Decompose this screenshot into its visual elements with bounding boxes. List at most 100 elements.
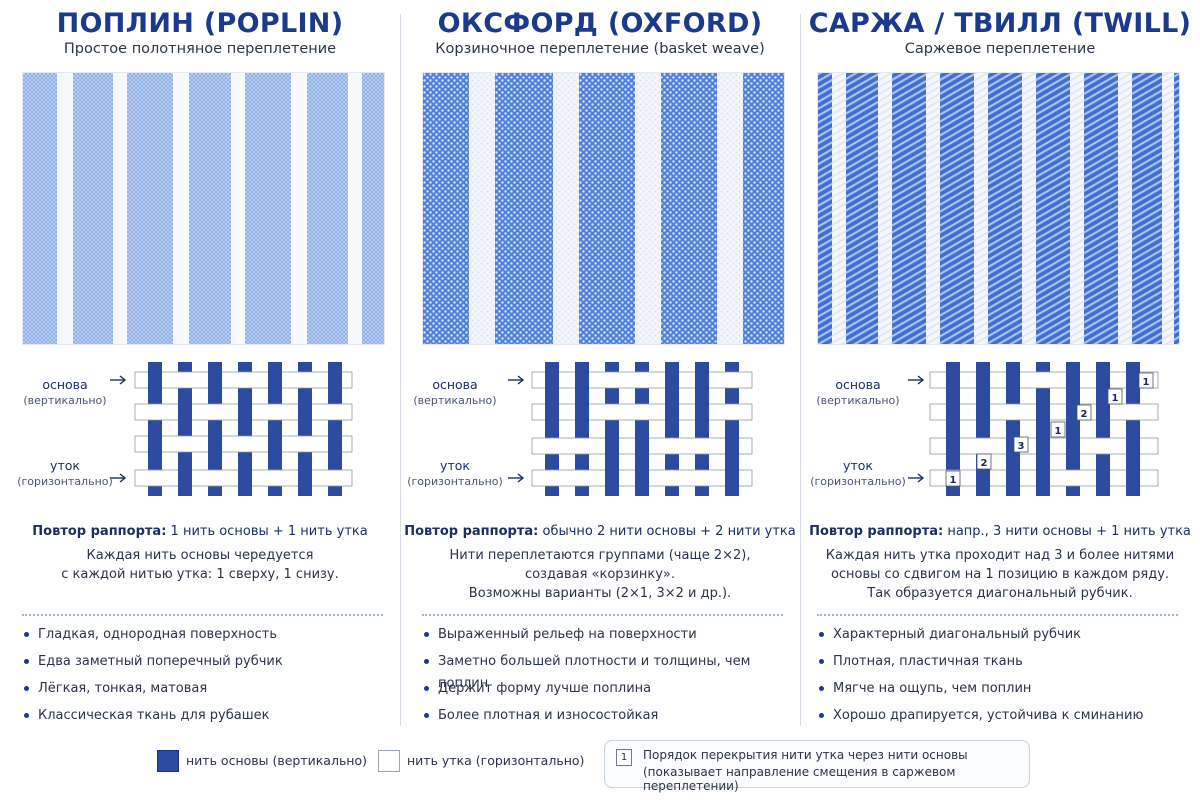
- warp-over-segment: [665, 403, 679, 421]
- order-number-icon: 1: [616, 749, 632, 766]
- list-item: Характерный диагональный рубчик: [817, 624, 1187, 651]
- order-mark-label: 2: [981, 458, 988, 469]
- warp-over-segment: [208, 435, 222, 453]
- bullet-icon: [24, 632, 29, 637]
- warp-thread: [695, 362, 709, 496]
- warp-over-segment: [976, 403, 990, 421]
- bullet-icon: [24, 659, 29, 664]
- bullet-icon: [424, 713, 429, 718]
- poplin-weft-sublabel: (горизонтально): [17, 475, 113, 488]
- warp-over-segment: [238, 403, 252, 421]
- poplin-weave-diagram: [110, 362, 353, 496]
- warp-thread: [208, 362, 222, 496]
- weft-thread: [134, 435, 353, 453]
- arrow-icon: [917, 473, 925, 483]
- feature-text: Классическая ткань для рубашек: [38, 708, 270, 723]
- white-stripe: [173, 73, 189, 344]
- oxford-title: ОКСФОРД (OXFORD): [437, 8, 763, 39]
- warp-over-segment: [148, 435, 162, 453]
- warp-over-segment: [148, 371, 162, 389]
- arrow-icon: [119, 375, 127, 385]
- warp-over-segment: [1096, 469, 1110, 487]
- oxford-repeat: Повтор раппорта: обычно 2 нити основы + …: [400, 524, 800, 539]
- oxford-fabric-swatch: [422, 72, 785, 345]
- order-legend-box: 1 Порядок перекрытия нити утка через нит…: [604, 740, 1030, 793]
- bullet-icon: [819, 713, 824, 718]
- warp-over-segment: [725, 469, 739, 487]
- feature-text: Мягче на ощупь, чем поплин: [833, 681, 1032, 696]
- warp-over-segment: [635, 437, 649, 455]
- warp-over-segment: [1126, 469, 1140, 487]
- poplin-subtitle: Простое полотняное переплетение: [63, 41, 337, 57]
- warp-thread: [178, 362, 192, 496]
- twill-fabric-swatch: [817, 72, 1180, 345]
- white-stripe: [1070, 73, 1084, 344]
- bullet-icon: [24, 713, 29, 718]
- oxford-description: Нити переплетаются группами (чаще 2×2), …: [420, 546, 780, 603]
- warp-over-segment: [1036, 437, 1050, 455]
- arrow-icon: [517, 375, 525, 385]
- oxford-weave-diagram: [508, 362, 753, 496]
- warp-thread: [575, 362, 589, 496]
- bullet-icon: [424, 686, 429, 691]
- warp-thread: [605, 362, 619, 496]
- oxford-column: ОКСФОРД (OXFORD) Корзиночное переплетени…: [400, 0, 800, 730]
- bullet-icon: [819, 632, 824, 637]
- warp-thread: [268, 362, 282, 496]
- warp-over-segment: [605, 469, 619, 487]
- list-item: Классическая ткань для рубашек: [22, 705, 392, 732]
- oxford-subtitle: Корзиночное переплетение (basket weave): [435, 41, 765, 57]
- weft-thread: [531, 403, 753, 421]
- twill-warp-label: основа: [835, 377, 881, 392]
- arrow-icon: [517, 473, 525, 483]
- list-item: Хорошо драпируется, устойчива к сминанию: [817, 705, 1187, 732]
- warp-over-segment: [1036, 469, 1050, 487]
- list-item: Мягче на ощупь, чем поплин: [817, 678, 1187, 705]
- warp-over-segment: [298, 403, 312, 421]
- warp-over-segment: [268, 435, 282, 453]
- white-stripe: [469, 73, 495, 344]
- warp-thread: [1066, 362, 1080, 496]
- warp-over-segment: [575, 403, 589, 421]
- twill-desc-line: основы со сдвигом на 1 позицию в каждом …: [830, 567, 1170, 582]
- twill-dotted-divider: [817, 614, 1178, 616]
- warp-thread: [946, 362, 960, 496]
- warp-thread: [148, 362, 162, 496]
- warp-over-segment: [976, 371, 990, 389]
- warp-thread: [545, 362, 559, 496]
- warp-thread: [298, 362, 312, 496]
- weft-legend-swatch: [378, 750, 400, 772]
- oxford-warp-sublabel: (вертикально): [413, 394, 497, 407]
- warp-over-segment: [328, 435, 342, 453]
- feature-text: Лёгкая, тонкая, матовая: [38, 681, 208, 696]
- list-item: Держит форму лучше поплина: [422, 678, 792, 705]
- warp-thread: [635, 362, 649, 496]
- poplin-repeat-label: Повтор раппорта:: [32, 524, 167, 539]
- twill-repeat-text: напр., 3 нити основы + 1 нить утка: [947, 524, 1191, 539]
- oxford-weft-label: уток: [440, 458, 470, 473]
- twill-weave-diagram: 1 2 3 1 2 1 1: [908, 362, 1159, 496]
- order-mark-box: [1138, 372, 1154, 389]
- warp-over-segment: [238, 469, 252, 487]
- warp-over-segment: [1036, 403, 1050, 421]
- white-stripe: [832, 73, 846, 344]
- order-mark-box: [1076, 404, 1092, 421]
- order-mark-box: [976, 453, 992, 470]
- weft-thread: [531, 371, 753, 389]
- warp-thread: [328, 362, 342, 496]
- white-stripe: [926, 73, 940, 344]
- warp-over-segment: [946, 371, 960, 389]
- poplin-desc-line: Каждая нить основы чередуется: [86, 548, 314, 563]
- white-stripe: [878, 73, 892, 344]
- warp-over-segment: [946, 437, 960, 455]
- order-mark-box: [1107, 388, 1123, 405]
- oxford-repeat-text: обычно 2 нити основы + 2 нити утка: [542, 524, 796, 539]
- oxford-warp-label: основа: [432, 377, 478, 392]
- white-stripe: [1022, 73, 1036, 344]
- twill-weft-sublabel: (горизонтально): [810, 475, 906, 488]
- white-stripe: [1118, 73, 1132, 344]
- order-mark-label: 1: [1055, 426, 1062, 437]
- oxford-weft-sublabel: (горизонтально): [407, 475, 503, 488]
- oxford-desc-line: создавая «корзинку».: [524, 567, 676, 582]
- poplin-repeat-text: 1 нить основы + 1 нить утка: [170, 524, 368, 539]
